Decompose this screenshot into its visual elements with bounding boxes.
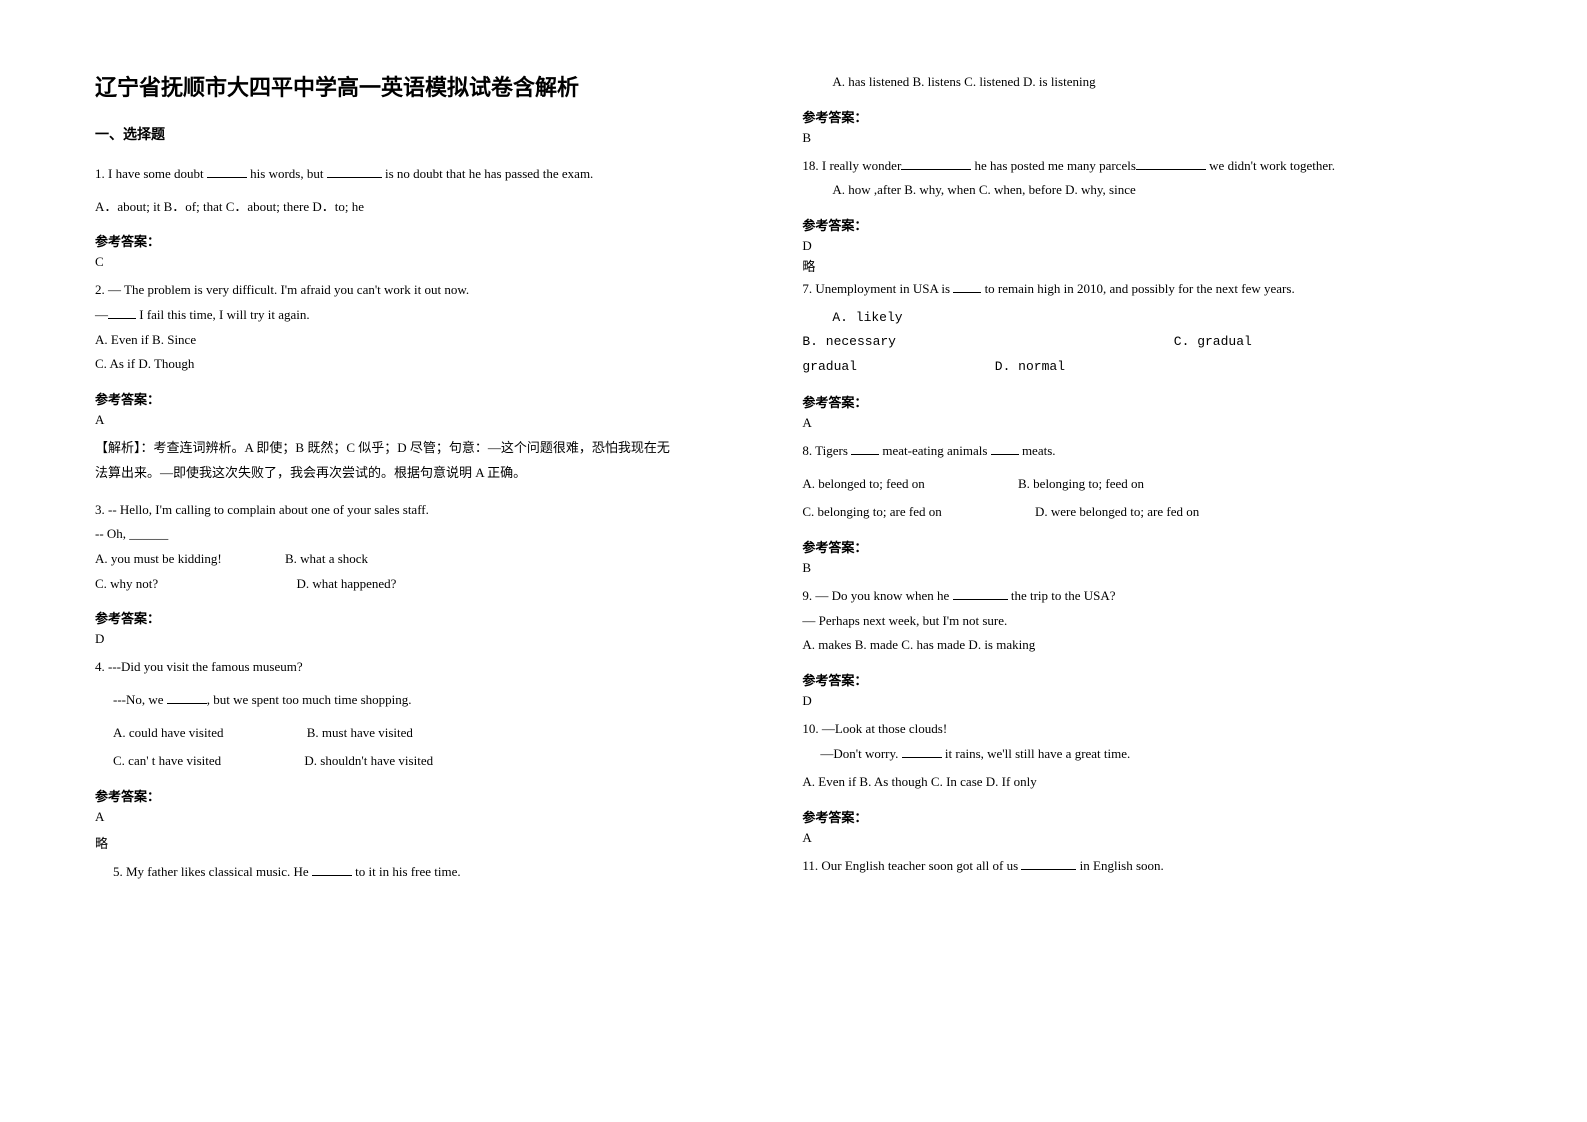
q18-options: A. how ,after B. why, when C. when, befo… (802, 178, 1497, 203)
blank (327, 165, 382, 178)
question-11: 11. Our English teacher soon got all of … (802, 854, 1497, 879)
q10-options: A. Even if B. As though C. In case D. If… (802, 770, 1497, 795)
answer-label: 参考答案： (95, 608, 722, 627)
right-column: A. has listened B. listens C. listened D… (782, 70, 1527, 1092)
q8-row1: A. belonged to; feed on B. belonging to;… (802, 472, 1497, 497)
q18-stem: 18. I really wonder he has posted me man… (802, 154, 1497, 179)
blank (991, 442, 1019, 455)
question-2: 2. — The problem is very difficult. I'm … (95, 278, 722, 377)
blank (167, 691, 207, 704)
q4-line1: 4. ---Did you visit the famous museum? (95, 655, 722, 680)
blank (953, 280, 981, 293)
blank (108, 306, 136, 319)
answer-label: 参考答案： (95, 389, 722, 408)
page-title: 辽宁省抚顺市大四平中学高一英语模拟试卷含解析 (95, 70, 722, 102)
q8-stem: 8. Tigers meat-eating animals meats. (802, 439, 1497, 464)
q10-answer: A (802, 830, 1497, 846)
q7-answer: A (802, 415, 1497, 431)
q18-answer: D (802, 238, 1497, 254)
q9-options: A. makes B. made C. has made D. is makin… (802, 633, 1497, 658)
blank (207, 165, 247, 178)
q2-line1: 2. — The problem is very difficult. I'm … (95, 278, 722, 303)
q2-options1: A. Even if B. Since (95, 328, 722, 353)
answer-label: 参考答案： (802, 670, 1497, 689)
q4-row2: C. can' t have visited D. shouldn't have… (95, 749, 722, 774)
q18-extra: 略 (802, 256, 1497, 275)
blank (312, 863, 352, 876)
q7-stem: 7. Unemployment in USA is to remain high… (802, 277, 1497, 302)
question-3: 3. -- Hello, I'm calling to complain abo… (95, 498, 722, 597)
section-heading: 一、选择题 (95, 124, 722, 144)
q3-row1: A. you must be kidding! B. what a shock (95, 547, 722, 572)
blank (1021, 857, 1076, 870)
question-7: 7. Unemployment in USA is to remain high… (802, 277, 1497, 380)
q7-row1: A. likely B. necessary C. gradual (802, 306, 1497, 355)
q10-line2: —Don't worry. it rains, we'll still have… (802, 742, 1497, 767)
q8-answer: B (802, 560, 1497, 576)
blank (953, 587, 1008, 600)
blank (901, 157, 971, 170)
q4-row1: A. could have visited B. must have visit… (95, 721, 722, 746)
question-8: 8. Tigers meat-eating animals meats. A. … (802, 439, 1497, 525)
q1-options: A．about; it B．of; that C．about; there D．… (95, 195, 722, 220)
q2-explanation: 【解析】：考查连词辨析。A 即使；B 既然；C 似乎；D 尽管；句意：—这个问题… (95, 436, 722, 485)
q8-row2: C. belonging to; are fed on D. were belo… (802, 500, 1497, 525)
q7-row2: gradual D. normal (802, 355, 1497, 380)
q4-line2: ---No, we , but we spent too much time s… (95, 688, 722, 713)
q10-line1: 10. —Look at those clouds! (802, 717, 1497, 742)
answer-label: 参考答案： (95, 786, 722, 805)
q9-line1: 9. — Do you know when he the trip to the… (802, 584, 1497, 609)
q2-options2: C. As if D. Though (95, 352, 722, 377)
q3-row2: C. why not? D. what happened? (95, 572, 722, 597)
left-column: 辽宁省抚顺市大四平中学高一英语模拟试卷含解析 一、选择题 1. I have s… (95, 70, 782, 1092)
question-9: 9. — Do you know when he the trip to the… (802, 584, 1497, 658)
answer-label: 参考答案： (802, 807, 1497, 826)
q9-answer: D (802, 693, 1497, 709)
answer-label: 参考答案： (802, 537, 1497, 556)
blank (902, 745, 942, 758)
blank (1136, 157, 1206, 170)
question-5: 5. My father likes classical music. He t… (95, 860, 722, 885)
blank (851, 442, 879, 455)
q3-answer: D (95, 631, 722, 647)
answer-label: 参考答案： (802, 392, 1497, 411)
q1-stem: 1. I have some doubt his words, but is n… (95, 162, 722, 187)
question-18: 18. I really wonder he has posted me man… (802, 154, 1497, 203)
question-10: 10. —Look at those clouds! —Don't worry.… (802, 717, 1497, 795)
q9-line2: — Perhaps next week, but I'm not sure. (802, 609, 1497, 634)
q3-line1: 3. -- Hello, I'm calling to complain abo… (95, 498, 722, 523)
question-4: 4. ---Did you visit the famous museum? -… (95, 655, 722, 774)
q5-answer: B (802, 130, 1497, 146)
q4-answer: A (95, 809, 722, 825)
answer-label: 参考答案： (802, 107, 1497, 126)
q2-answer: A (95, 412, 722, 428)
answer-label: 参考答案： (802, 215, 1497, 234)
q5-options: A. has listened B. listens C. listened D… (802, 70, 1497, 95)
answer-label: 参考答案： (95, 231, 722, 250)
q1-answer: C (95, 254, 722, 270)
q2-line2: — I fail this time, I will try it again. (95, 303, 722, 328)
q3-line2: -- Oh, ______ (95, 522, 722, 547)
question-1: 1. I have some doubt his words, but is n… (95, 162, 722, 219)
q4-extra: 略 (95, 833, 722, 852)
